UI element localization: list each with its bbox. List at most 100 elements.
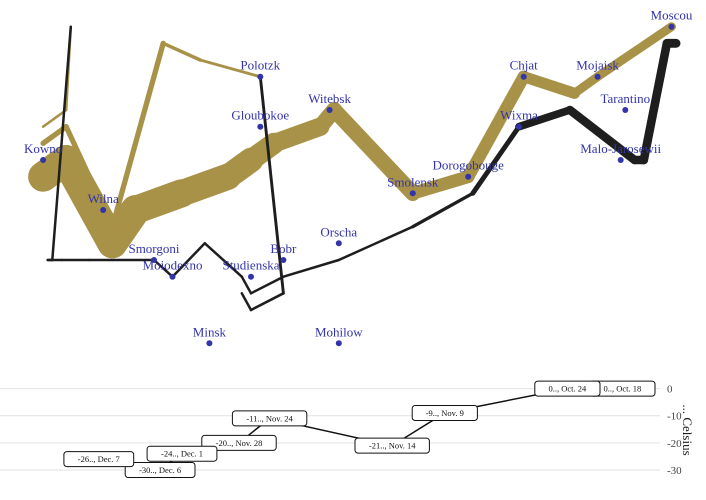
city-label: Wilna [88, 191, 119, 206]
city-chjat: Chjat [510, 58, 539, 80]
troop-segment [570, 72, 602, 98]
temperature-label-text: -30.., Dec. 6 [139, 465, 181, 475]
troop-segment [249, 291, 285, 312]
city-dot [257, 73, 264, 80]
y-tick-label: -20 [667, 438, 682, 450]
troop-path-advance-group-1 [28, 22, 676, 259]
troop-segment [518, 71, 581, 99]
city-dot [622, 107, 629, 113]
city-dot [335, 240, 342, 247]
troop-segment [240, 292, 253, 312]
city-moiodexno: Moiodexno [143, 258, 203, 280]
city-studienska: Studienska [222, 258, 280, 280]
temperature-label-box [201, 434, 277, 451]
city-dot [617, 157, 624, 163]
temperature-label-box [146, 445, 218, 462]
city-dot [40, 157, 47, 163]
city-label: Chjat [510, 58, 539, 73]
city-witebsk: Witebsk [308, 91, 351, 113]
troop-segment [51, 25, 73, 262]
city-wixma: Wixma [500, 108, 538, 130]
troop-segment [171, 242, 207, 278]
city-dot [169, 273, 176, 280]
y-tick-label: -30 [667, 465, 682, 477]
temperature-label-box [354, 437, 430, 454]
troop-segment [282, 258, 341, 278]
temperature-label: -20.., Nov. 28 [201, 434, 277, 451]
troop-segment [41, 108, 68, 128]
city-mohilow: Mohilow [315, 324, 363, 347]
city-label: Mojaisk [576, 58, 619, 73]
city-label: Tarantino [600, 91, 650, 106]
city-dot [465, 173, 472, 180]
temperature-panel: 0 -10 -20 -30 0.., Oct. 18 0.., Oct. 24 -9..,… [0, 380, 695, 478]
city-label: Malo-Jarosewii [580, 141, 661, 156]
troop-segment [198, 58, 262, 79]
city-dot [335, 340, 342, 347]
temperature-label-box [231, 410, 308, 427]
y-tick-label: 0 [667, 384, 673, 396]
city-wilna: Wilna [88, 191, 119, 213]
troop-segment [470, 124, 522, 196]
city-polotzk: Polotzk [240, 58, 281, 80]
city-label: Moiodexno [143, 258, 203, 273]
temperature-label-text: -20.., Nov. 28 [216, 438, 263, 448]
troop-segment [240, 275, 253, 295]
troop-segment [411, 191, 475, 229]
city-label: Smorgoni [128, 241, 179, 256]
city-dot [516, 123, 522, 130]
troop-segment [326, 102, 421, 202]
city-label: Bobr [270, 241, 297, 256]
troop-segment [515, 106, 574, 131]
temperature-label-text: -9.., Nov. 9 [426, 408, 464, 418]
city-dot [100, 207, 107, 213]
temperature-label: -21.., Nov. 14 [354, 437, 430, 454]
troop-segment [161, 41, 202, 62]
city-moscou: Moscou [651, 8, 693, 30]
temperature-axis-title: ... Celsius [680, 404, 695, 455]
city-dot [520, 73, 527, 80]
city-label: Kowno [24, 141, 62, 156]
temperature-label: -9.., Nov. 9 [411, 405, 478, 421]
city-mojaisk: Mojaisk [576, 58, 619, 80]
city-markers: Kowno Wilna Smorgoni Moiodexno Gloubokoe Mins… [24, 8, 693, 347]
y-tick-label: -10 [667, 411, 682, 423]
temperature-label-text: -26.., Dec. 7 [78, 454, 120, 464]
city-dot [594, 73, 601, 80]
troop-path-retreat-group-2 [240, 75, 285, 312]
map-panel: Kowno Wilna Smorgoni Moiodexno Gloubokoe Mins… [24, 8, 693, 347]
troop-segment [337, 225, 415, 262]
temperature-label: -11.., Nov. 24 [231, 410, 308, 427]
troop-segment [109, 40, 166, 230]
city-gloubokoe: Gloubokoe [231, 108, 289, 130]
city-label: Wixma [500, 108, 538, 123]
troop-paths [28, 22, 681, 312]
city-bobr: Bobr [270, 241, 297, 263]
troop-segment [249, 275, 285, 295]
city-malo-jarosewii: Malo-Jarosewii [580, 141, 662, 163]
troop-segment [565, 105, 639, 165]
temperature-label-text: -21.., Nov. 14 [369, 441, 416, 451]
city-dot [151, 257, 157, 263]
city-smolensk: Smolensk [387, 174, 439, 197]
temperature-label: -24.., Dec. 1 [146, 445, 218, 462]
temperature-label: -30.., Dec. 6 [124, 462, 196, 478]
city-kowno: Kowno [24, 141, 62, 163]
troop-segment [203, 242, 244, 278]
city-label: Gloubokoe [231, 108, 289, 123]
temperature-label: -26.., Dec. 7 [63, 451, 135, 468]
city-label: Dorogobouge [432, 158, 504, 173]
city-dot [409, 190, 416, 197]
temperature-label-box [534, 380, 601, 397]
city-dot [206, 340, 213, 347]
city-dot [668, 23, 675, 30]
troop-segment [152, 258, 174, 278]
troop-segment [258, 75, 285, 295]
city-label: Smolensk [387, 174, 439, 189]
city-label: Minsk [193, 324, 227, 339]
city-dot [248, 273, 254, 280]
temperature-label-box [63, 451, 135, 468]
city-minsk: Minsk [193, 324, 227, 347]
city-label: Studienska [222, 258, 279, 273]
troop-path-retreat-group-1 [46, 38, 681, 295]
